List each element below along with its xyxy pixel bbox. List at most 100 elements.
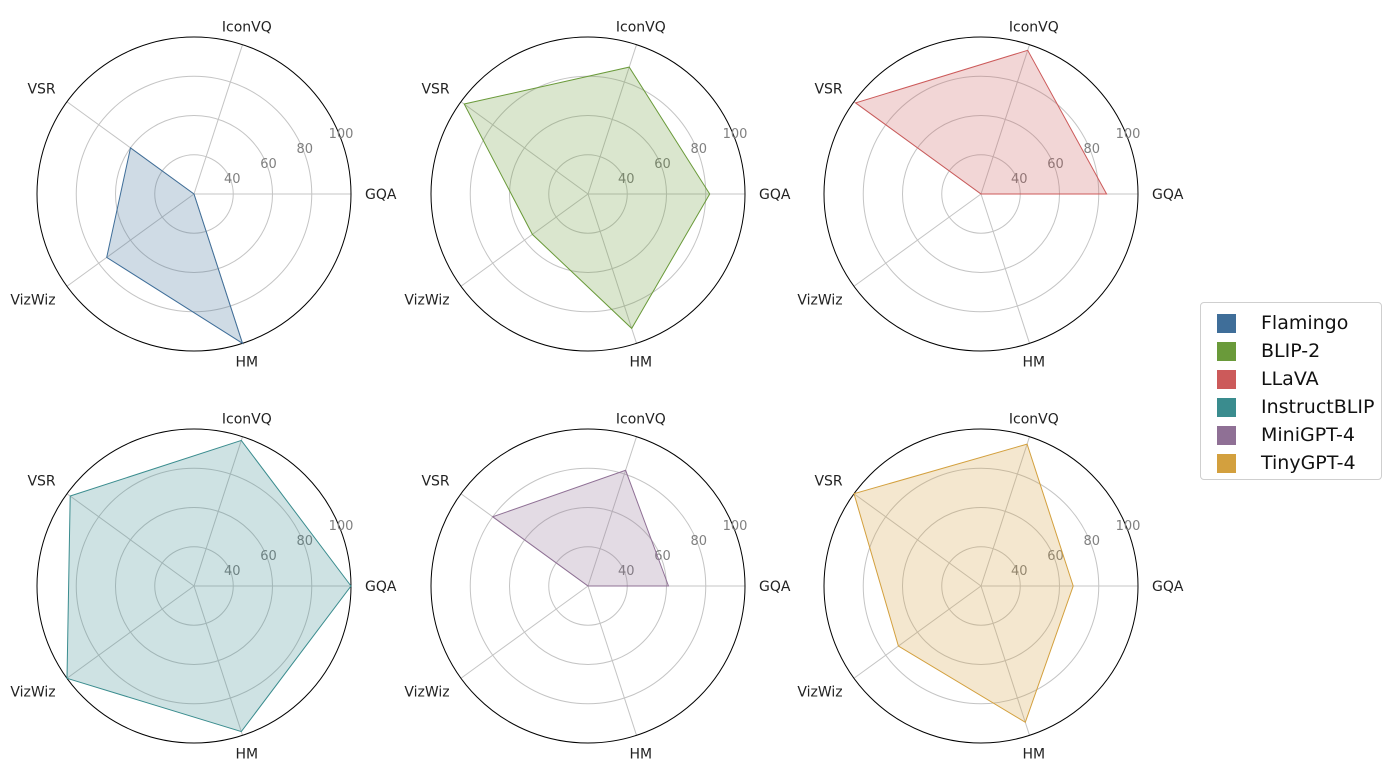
tick-label-80: 80 [297, 142, 314, 157]
tick-label-60: 60 [654, 157, 671, 172]
radar-flamingo: 40 60 80 100 GQA IconVQ VSR VizWiz HM [10, 19, 396, 370]
legend-item-llava: LLaVA [1217, 365, 1381, 393]
tick-label-100: 100 [329, 519, 354, 534]
tick-label-80: 80 [1084, 142, 1101, 157]
axis-label-gqa: GQA [759, 187, 791, 203]
spoke-hm [193, 585, 243, 736]
tick-label-100: 100 [329, 127, 354, 142]
legend-label-instructblip: InstructBLIP [1261, 396, 1375, 418]
outer-frame [36, 36, 352, 352]
series-area-blip-2 [463, 66, 711, 330]
tick-label-100: 100 [723, 127, 748, 142]
radar-tinygpt-4: 40 60 80 100 GQA IconVQ VSR VizWiz HM [797, 411, 1183, 762]
outer-frame [823, 36, 1139, 352]
tick-label-80: 80 [297, 534, 314, 549]
tick-label-100: 100 [1116, 519, 1141, 534]
axis-label-vizwiz: VizWiz [797, 293, 842, 309]
axis-label-vsr: VSR [814, 81, 842, 97]
spoke-iconvq [980, 44, 1030, 195]
legend: Flamingo BLIP-2 LLaVA InstructBLIP MiniG… [1200, 302, 1382, 480]
axis-label-vsr: VSR [27, 81, 55, 97]
tick-label-60: 60 [260, 549, 277, 564]
series-area-instructblip [66, 439, 352, 733]
tick-label-40: 40 [1011, 564, 1028, 579]
axis-label-vizwiz: VizWiz [404, 293, 449, 309]
spoke-hm [980, 585, 1030, 736]
radar-instructblip: 40 60 80 100 GQA IconVQ VSR VizWiz HM [10, 411, 396, 762]
tick-label-40: 40 [224, 564, 241, 579]
radar-blip-2: 40 60 80 100 GQA IconVQ VSR VizWiz HM [404, 19, 790, 370]
legend-label-tinygpt-4: TinyGPT-4 [1261, 452, 1356, 474]
axis-label-vizwiz: VizWiz [10, 293, 55, 309]
axis-label-iconvq: IconVQ [222, 19, 272, 35]
spoke-iconvq [193, 436, 243, 587]
axis-label-vizwiz: VizWiz [10, 685, 55, 701]
axis-label-iconvq: IconVQ [1009, 19, 1059, 35]
outer-frame [430, 36, 746, 352]
legend-swatch-tinygpt-4 [1217, 453, 1236, 473]
legend-label-minigpt-4: MiniGPT-4 [1261, 424, 1355, 446]
tick-label-100: 100 [723, 519, 748, 534]
tick-label-40: 40 [224, 172, 241, 187]
axis-label-hm: HM [1023, 355, 1046, 371]
spoke-hm [980, 193, 1030, 344]
axis-label-vsr: VSR [814, 473, 842, 489]
legend-swatch-blip-2 [1217, 341, 1236, 361]
spoke-vizwiz [66, 585, 195, 679]
spoke-vizwiz [853, 193, 982, 287]
legend-label-blip-2: BLIP-2 [1261, 340, 1321, 362]
outer-frame [823, 428, 1139, 744]
tick-label-80: 80 [691, 142, 708, 157]
series-area-flamingo [106, 147, 244, 345]
tick-label-60: 60 [654, 549, 671, 564]
legend-swatch-llava [1217, 369, 1236, 389]
legend-swatch-minigpt-4 [1217, 425, 1236, 445]
legend-item-minigpt-4: MiniGPT-4 [1217, 421, 1381, 449]
axis-label-vsr: VSR [27, 473, 55, 489]
tick-label-100: 100 [1116, 127, 1141, 142]
spoke-vizwiz [66, 193, 195, 287]
spoke-vsr [460, 101, 589, 195]
radar-minigpt-4: 40 60 80 100 GQA IconVQ VSR VizWiz HM [404, 411, 790, 762]
legend-swatch-instructblip [1217, 397, 1236, 417]
outer-frame [430, 428, 746, 744]
tick-label-60: 60 [1047, 157, 1064, 172]
axis-label-hm: HM [1023, 747, 1046, 763]
axis-label-hm: HM [630, 747, 653, 763]
axis-label-vsr: VSR [421, 473, 449, 489]
legend-item-instructblip: InstructBLIP [1217, 393, 1381, 421]
series-area-tinygpt-4 [853, 443, 1074, 724]
axis-label-iconvq: IconVQ [222, 411, 272, 427]
legend-item-flamingo: Flamingo [1217, 309, 1381, 337]
spoke-vizwiz [460, 193, 589, 287]
axis-label-iconvq: IconVQ [616, 411, 666, 427]
legend-label-flamingo: Flamingo [1261, 312, 1349, 334]
legend-swatch-flamingo [1217, 313, 1236, 333]
axis-label-gqa: GQA [1152, 187, 1184, 203]
legend-item-tinygpt-4: TinyGPT-4 [1217, 449, 1381, 477]
spoke-vsr [853, 493, 982, 587]
axis-label-vsr: VSR [421, 81, 449, 97]
series-area-minigpt-4 [491, 469, 670, 587]
spoke-vsr [66, 493, 195, 587]
spoke-vizwiz [460, 585, 589, 679]
tick-label-80: 80 [1084, 534, 1101, 549]
axis-label-hm: HM [236, 747, 259, 763]
tick-label-40: 40 [618, 172, 635, 187]
axis-label-hm: HM [236, 355, 259, 371]
axis-label-vizwiz: VizWiz [404, 685, 449, 701]
tick-label-40: 40 [1011, 172, 1028, 187]
axis-label-gqa: GQA [759, 579, 791, 595]
tick-label-40: 40 [618, 564, 635, 579]
spoke-iconvq [193, 44, 243, 195]
axis-label-gqa: GQA [365, 187, 397, 203]
tick-label-80: 80 [691, 534, 708, 549]
spoke-hm [587, 193, 637, 344]
radar-llava: 40 60 80 100 GQA IconVQ VSR VizWiz HM [797, 19, 1183, 370]
spoke-hm [587, 585, 637, 736]
axis-label-iconvq: IconVQ [1009, 411, 1059, 427]
spoke-iconvq [587, 44, 637, 195]
legend-item-blip-2: BLIP-2 [1217, 337, 1381, 365]
spoke-vizwiz [853, 585, 982, 679]
